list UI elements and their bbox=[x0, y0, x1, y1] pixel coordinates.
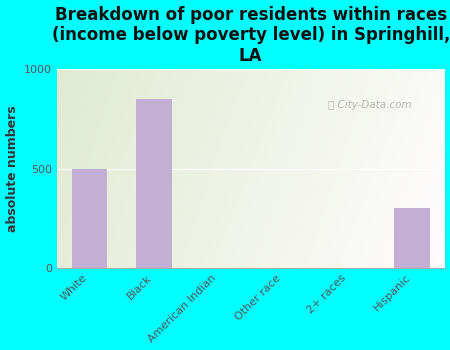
Bar bbox=[394, 208, 430, 268]
Bar bbox=[72, 169, 107, 268]
Title: Breakdown of poor residents within races
(income below poverty level) in Springh: Breakdown of poor residents within races… bbox=[51, 6, 450, 65]
Text: Ⓜ City-Data.com: Ⓜ City-Data.com bbox=[328, 100, 412, 110]
Y-axis label: absolute numbers: absolute numbers bbox=[5, 105, 18, 232]
Bar bbox=[136, 99, 171, 268]
